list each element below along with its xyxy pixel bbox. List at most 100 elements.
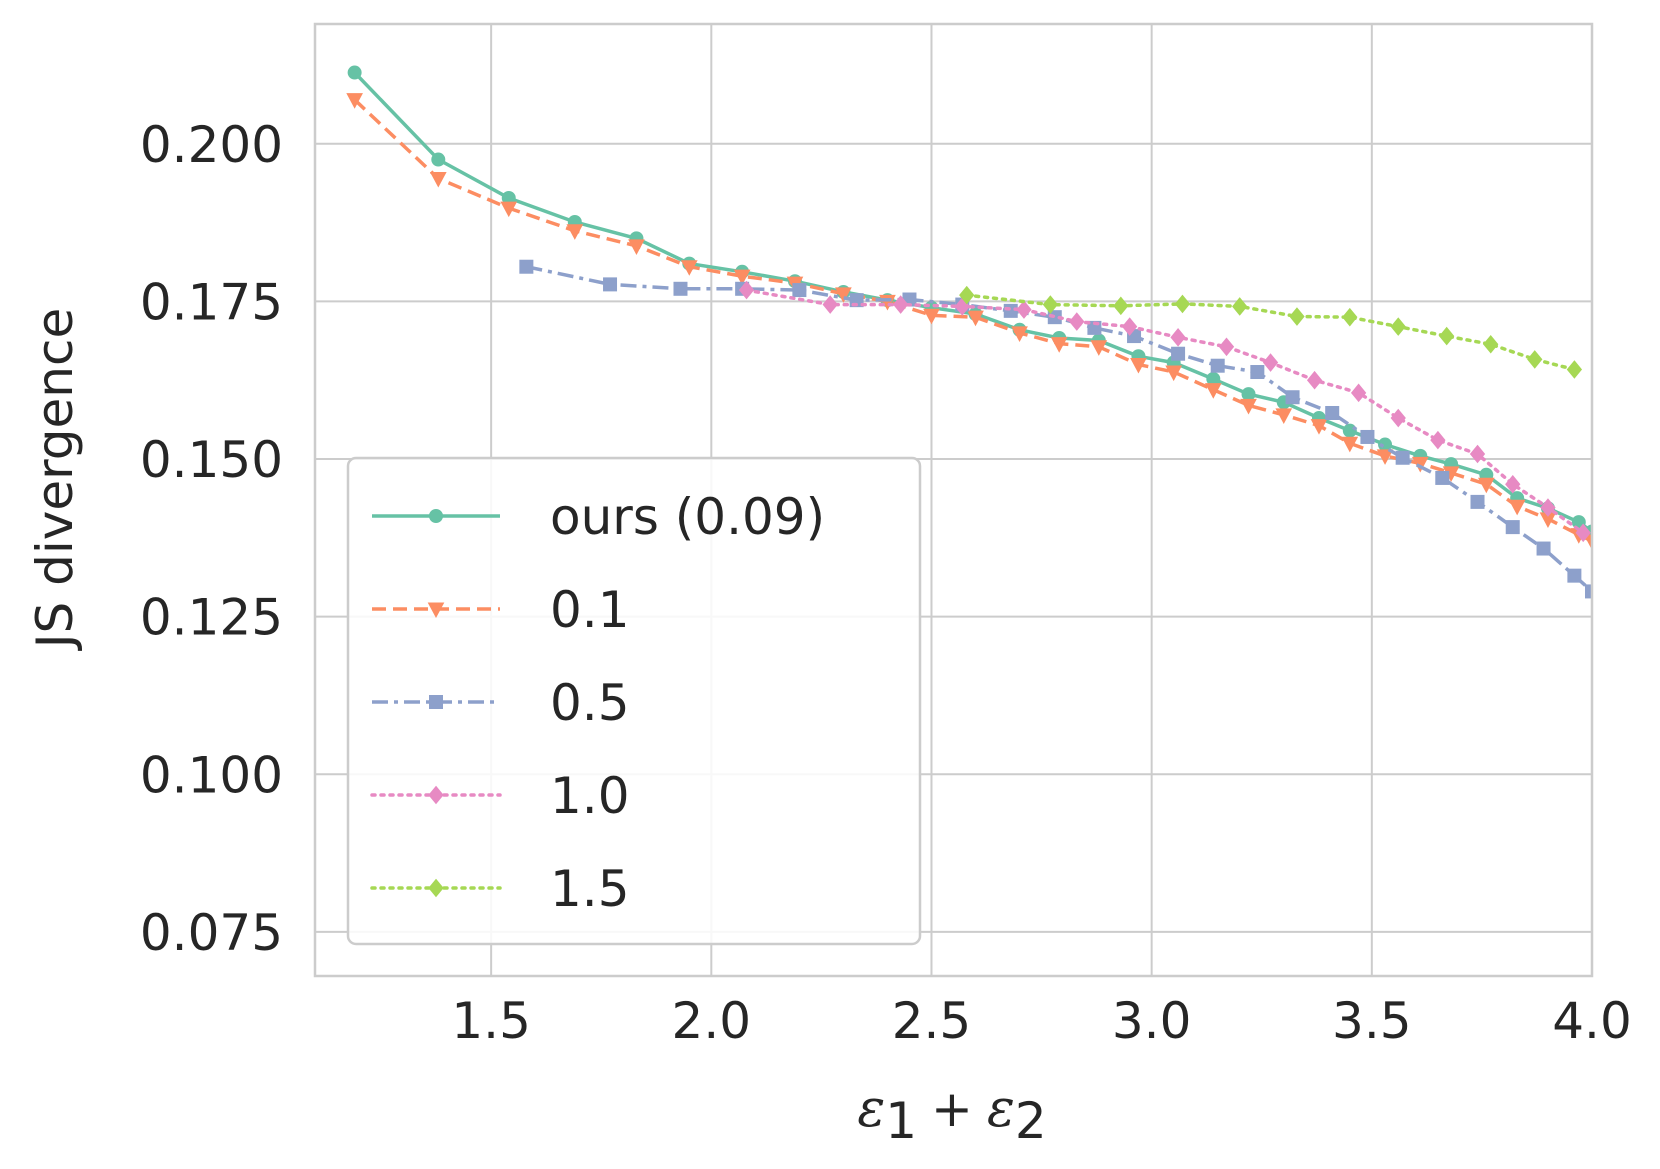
data-point: [1540, 498, 1556, 517]
data-point: [1350, 383, 1367, 403]
data-point: [429, 171, 447, 188]
data-point: [1165, 365, 1183, 382]
data-point: [1121, 317, 1138, 336]
plot-frame: [313, 22, 1594, 978]
legend-label: 0.1: [550, 581, 630, 639]
legend: ours (0.09) 0.1 0.5 1.0 1.5: [346, 456, 922, 946]
x-label-plus: +: [931, 1080, 973, 1138]
data-point: [1174, 294, 1191, 314]
x-tick-label: 1.5: [451, 992, 531, 1050]
data-point: [1439, 326, 1455, 346]
x-tick-label: 2.0: [672, 992, 752, 1050]
data-point: [346, 93, 363, 109]
x-tick-labels: 1.5 2.0 2.5 3.0 3.5 4.0: [451, 992, 1631, 1050]
data-point: [603, 277, 618, 292]
data-point: [1310, 419, 1328, 435]
x-label-epsilon-1: ε: [857, 1079, 885, 1139]
x-tick-label: 2.5: [892, 992, 972, 1050]
series-1: [346, 93, 1592, 551]
data-point: [1483, 334, 1499, 354]
data-point: [1130, 357, 1147, 374]
data-point: [1390, 408, 1406, 428]
data-point: [1575, 523, 1591, 543]
legend-marker: [428, 785, 444, 805]
data-point: [1250, 365, 1265, 380]
data-point: [1390, 317, 1406, 336]
legend-item-2: 0.5: [372, 674, 630, 732]
data-point: [1567, 568, 1582, 583]
data-point: [1360, 429, 1375, 444]
data-point: [1050, 337, 1068, 353]
data-point: [680, 260, 698, 276]
series-line: [744, 288, 1585, 535]
x-label-epsilon-2: ε: [987, 1079, 1015, 1139]
data-point: [1289, 307, 1305, 326]
legend-marker: [427, 602, 445, 619]
data-point: [1341, 436, 1359, 453]
series-line: [353, 98, 1592, 543]
data-point: [628, 239, 645, 255]
data-point: [1325, 405, 1340, 420]
data-point: [923, 308, 940, 325]
data-point: [1232, 297, 1248, 316]
legend-item-1: 0.1: [372, 581, 630, 639]
legend-marker: [428, 878, 444, 898]
legend-label: 0.5: [550, 674, 630, 732]
data-point: [1204, 383, 1222, 399]
data-point: [1527, 350, 1543, 369]
data-point: [1508, 499, 1526, 516]
data-point: [1470, 494, 1485, 509]
legend-item-3: 1.0: [370, 767, 630, 825]
legend-item-0: ours (0.09): [372, 488, 825, 546]
y-tick-label: 0.125: [140, 589, 283, 647]
data-point: [1583, 534, 1592, 551]
data-point: [1505, 520, 1520, 535]
data-point: [1262, 353, 1279, 372]
legend-marker: [429, 509, 443, 523]
data-point: [1505, 474, 1521, 494]
legend-marker: [429, 695, 443, 709]
data-point: [792, 283, 807, 298]
data-point: [1210, 358, 1225, 373]
x-axis-label: ε1 + ε2: [857, 1079, 1046, 1150]
y-tick-label: 0.100: [140, 746, 283, 804]
x-tick-label: 3.5: [1332, 992, 1412, 1050]
y-tick-label: 0.200: [140, 116, 283, 174]
data-point: [1411, 456, 1429, 473]
x-label-sub-1: 1: [885, 1092, 917, 1150]
data-point: [835, 287, 852, 303]
x-label-sub-2: 2: [1015, 1092, 1047, 1150]
data-point: [1395, 450, 1410, 465]
data-point: [1113, 296, 1129, 316]
y-tick-label: 0.075: [140, 904, 283, 962]
legend-item-4: 1.5: [370, 860, 630, 918]
series-line: [964, 293, 1577, 372]
data-point: [500, 201, 518, 218]
y-tick-labels: 0.075 0.100 0.125 0.150 0.175 0.200: [140, 116, 283, 962]
data-point: [1430, 430, 1446, 450]
data-point: [566, 224, 584, 240]
legend-label: ours (0.09): [550, 488, 825, 546]
data-point: [431, 152, 446, 167]
data-point: [1218, 337, 1235, 357]
series-4: [959, 285, 1583, 379]
data-point: [1566, 360, 1583, 379]
y-tick-label: 0.175: [140, 273, 283, 331]
data-point: [1585, 584, 1592, 599]
data-point: [1306, 370, 1323, 390]
x-tick-label: 3.0: [1112, 992, 1192, 1050]
data-point: [1170, 328, 1186, 347]
data-point: [1536, 541, 1551, 556]
data-point: [1171, 346, 1186, 361]
data-point: [822, 295, 838, 314]
data-point: [673, 281, 688, 296]
data-point: [519, 259, 534, 274]
data-point: [1042, 295, 1059, 314]
data-point: [1469, 444, 1486, 464]
data-point: [738, 280, 755, 300]
legend-box: [346, 456, 922, 946]
x-tick-label: 4.0: [1552, 992, 1632, 1050]
data-point: [1011, 326, 1028, 342]
series-layer: [346, 65, 1592, 599]
